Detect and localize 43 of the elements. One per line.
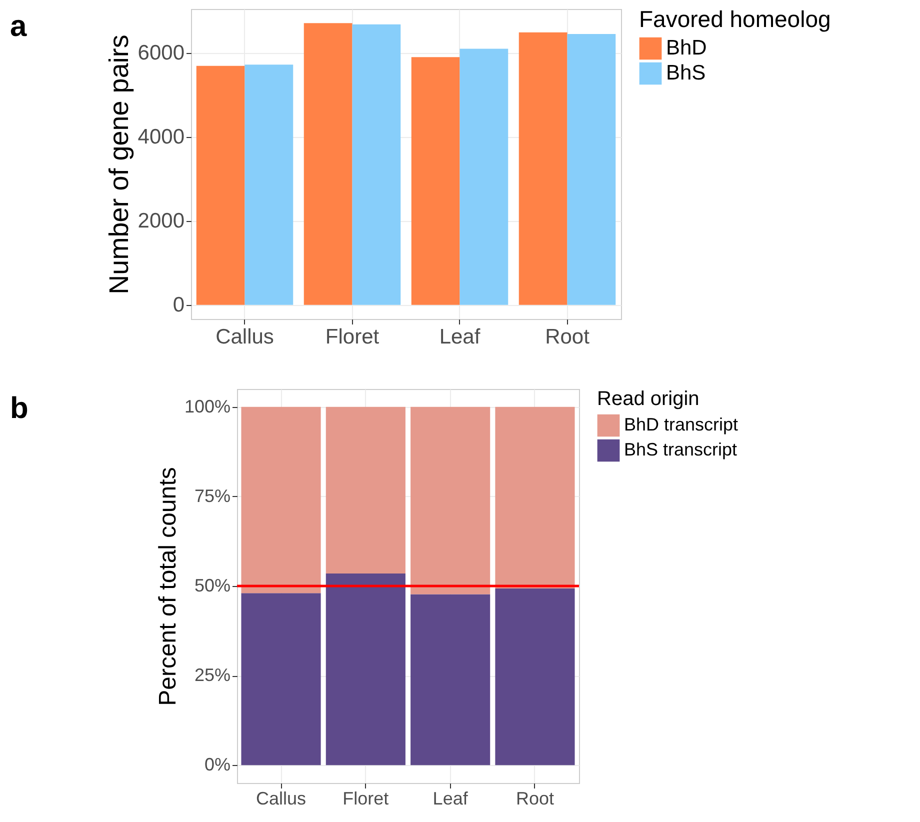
- y-tick-label: 50%: [194, 576, 230, 596]
- legend-title: Read origin: [597, 388, 700, 410]
- text: a: [10, 10, 27, 44]
- bar: [326, 406, 406, 574]
- bar: [304, 23, 352, 305]
- y-tick-label: 2000: [138, 209, 184, 232]
- bar: [241, 593, 321, 766]
- x-tick-label: Floret: [342, 788, 389, 808]
- bar: [411, 57, 460, 305]
- bar: [410, 406, 490, 594]
- x-tick-label: Leaf: [432, 788, 469, 808]
- bar: [326, 573, 406, 766]
- y-axis-title: Number of gene pairs: [104, 34, 134, 294]
- bar: [196, 66, 245, 305]
- legend-label: BhD: [666, 36, 707, 60]
- bar: [352, 24, 401, 305]
- y-tick-label: 75%: [194, 486, 230, 506]
- x-tick-label: Leaf: [439, 326, 480, 348]
- x-tick-label: Callus: [216, 326, 274, 348]
- bar: [460, 48, 508, 305]
- bar: [410, 594, 490, 766]
- text: b: [10, 392, 28, 426]
- x-tick-label: Root: [545, 326, 590, 348]
- x-tick-label: Callus: [256, 788, 306, 808]
- y-axis-title: Percent of total counts: [154, 467, 182, 706]
- bar: [567, 34, 616, 305]
- bar: [518, 32, 568, 305]
- y-tick-label: 0: [172, 293, 184, 316]
- y-tick-label: 100%: [184, 396, 230, 416]
- y-tick-label: 6000: [138, 41, 184, 64]
- x-tick-label: Root: [516, 788, 554, 808]
- bar: [244, 64, 294, 305]
- y-tick-label: 25%: [194, 665, 230, 686]
- bar: [241, 406, 321, 594]
- y-tick-label: 0%: [204, 754, 230, 775]
- legend-label: BhS transcript: [624, 440, 738, 460]
- bar: [495, 406, 575, 589]
- bar: [495, 588, 575, 766]
- legend-label: BhS: [666, 62, 706, 84]
- x-tick-label: Floret: [325, 326, 380, 348]
- y-tick-label: 4000: [138, 125, 184, 148]
- legend-title: Favored homeolog: [639, 6, 831, 32]
- legend-label: BhD transcript: [624, 414, 738, 434]
